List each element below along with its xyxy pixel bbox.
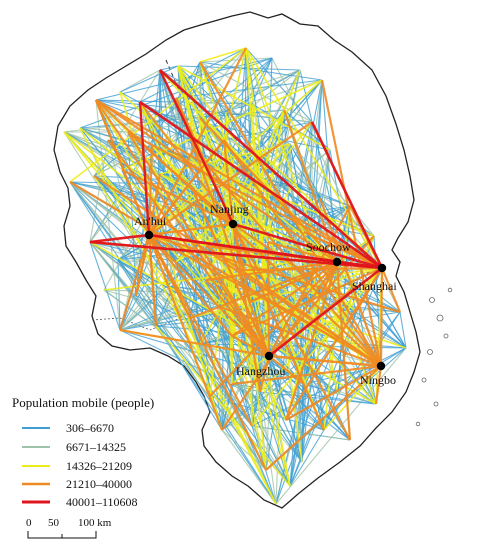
city-label-anhui: An'hui [134,214,167,228]
scale-label-mid: 50 [48,517,60,529]
legend-title: Population mobile (people) [12,395,154,410]
city-label-nanjing: Nanjing [210,202,249,216]
legend-label-1: 306–6670 [66,421,114,435]
city-label-soochow: Soochow [306,240,351,254]
legend-item: 40001–110608 [22,495,138,509]
legend-label-4: 21210–40000 [66,477,132,491]
city-label-hangzhou: Hangzhou [236,364,285,378]
legend-label-5: 40001–110608 [66,495,138,509]
scale-bar: 0 50 100 km [26,517,112,538]
legend-label-2: 6671–14325 [66,440,126,454]
city-marker-anhui [145,231,153,239]
legend-item: 6671–14325 [22,440,126,454]
city-marker-shanghai [378,264,386,272]
city-label-shanghai: Shanghai [352,279,397,293]
scale-label-zero: 0 [26,517,32,529]
legend-item: 306–6670 [22,421,114,435]
legend-item: 14326–21209 [22,459,132,473]
islands [416,288,452,426]
city-marker-hangzhou [265,352,273,360]
city-label-ningbo: Ningbo [360,373,396,387]
city-marker-soochow [333,258,341,266]
legend: Population mobile (people) 306–6670 6671… [12,395,154,509]
legend-item: 21210–40000 [22,477,132,491]
legend-label-3: 14326–21209 [66,459,132,473]
city-marker-ningbo [377,362,385,370]
scale-label-end: 100 km [78,517,112,529]
city-marker-nanjing [229,220,237,228]
